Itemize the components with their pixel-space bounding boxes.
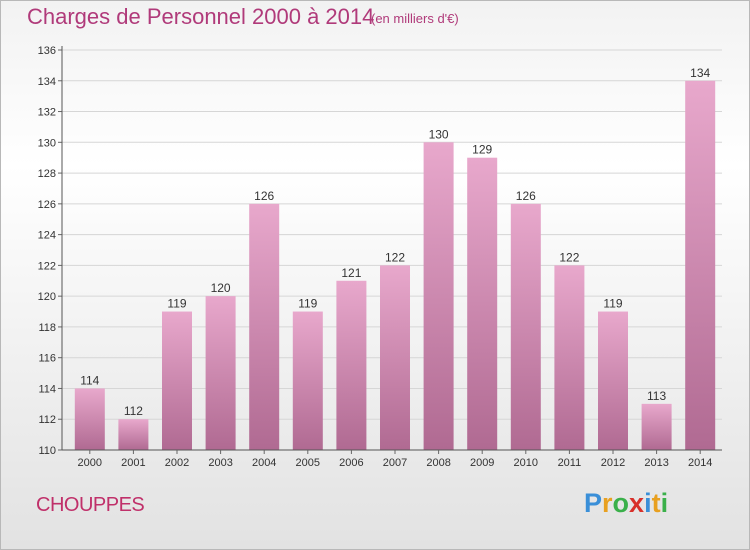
bar-value-label: 122 bbox=[559, 250, 579, 264]
y-tick-label: 112 bbox=[38, 414, 56, 426]
bar-2013 bbox=[641, 403, 672, 450]
x-tick-label: 2014 bbox=[688, 457, 712, 469]
y-tick-label: 120 bbox=[38, 291, 56, 303]
bar-value-label: 119 bbox=[167, 297, 186, 311]
x-tick-label: 2000 bbox=[78, 457, 102, 469]
x-tick-label: 2007 bbox=[383, 457, 407, 469]
y-tick-label: 118 bbox=[38, 322, 56, 334]
bar-2014 bbox=[685, 80, 716, 451]
logo-letter: o bbox=[612, 488, 630, 518]
x-tick-label: 2004 bbox=[252, 457, 276, 469]
logo-letter: r bbox=[602, 488, 613, 518]
x-tick-label: 2006 bbox=[339, 457, 363, 469]
logo-letter: x bbox=[629, 488, 645, 518]
bar-2002 bbox=[162, 311, 192, 450]
x-tick-label: 2010 bbox=[514, 457, 538, 469]
bar-2011 bbox=[554, 265, 585, 450]
bar-2004 bbox=[249, 203, 280, 450]
x-tick-label: 2001 bbox=[121, 457, 145, 469]
bar-value-label: 126 bbox=[254, 189, 274, 203]
y-tick-label: 110 bbox=[38, 445, 56, 457]
logo-letter: i bbox=[660, 488, 669, 518]
bar-2001 bbox=[118, 419, 149, 450]
proxiti-logo: Proxiti bbox=[584, 488, 668, 519]
bar-2008 bbox=[423, 142, 454, 451]
bar-2007 bbox=[380, 265, 410, 450]
bar-value-label: 122 bbox=[385, 250, 405, 264]
y-tick-label: 134 bbox=[38, 76, 56, 88]
x-tick-label: 2012 bbox=[601, 457, 625, 469]
y-tick-label: 122 bbox=[38, 260, 56, 272]
x-tick-label: 2008 bbox=[426, 457, 450, 469]
x-tick-label: 2011 bbox=[558, 457, 582, 469]
bar-2010 bbox=[510, 203, 541, 450]
bar-value-label: 119 bbox=[298, 297, 317, 311]
x-tick-label: 2002 bbox=[165, 457, 189, 469]
y-tick-label: 128 bbox=[38, 168, 56, 180]
bar-value-label: 114 bbox=[80, 373, 99, 387]
y-tick-label: 132 bbox=[38, 107, 56, 119]
bar-2012 bbox=[598, 311, 628, 450]
logo-letter: i bbox=[644, 488, 652, 518]
bar-value-label: 120 bbox=[211, 281, 231, 295]
y-tick-label: 114 bbox=[38, 383, 56, 395]
bar-value-label: 112 bbox=[124, 404, 143, 418]
y-tick-label: 124 bbox=[38, 230, 56, 242]
x-tick-label: 2013 bbox=[644, 457, 668, 469]
commune-name: CHOUPPES bbox=[36, 494, 145, 516]
chart-title: Charges de Personnel 2000 à 2014 bbox=[27, 4, 375, 29]
bar-value-label: 134 bbox=[690, 66, 710, 80]
bar-2005 bbox=[292, 311, 323, 450]
y-tick-label: 126 bbox=[38, 199, 56, 211]
logo-letter: t bbox=[651, 488, 661, 518]
bar-value-label: 119 bbox=[603, 297, 622, 311]
y-tick-label: 116 bbox=[38, 353, 56, 365]
bar-value-label: 121 bbox=[341, 266, 361, 280]
x-tick-label: 2003 bbox=[208, 457, 232, 469]
y-tick-label: 136 bbox=[38, 45, 56, 57]
bar-value-label: 126 bbox=[516, 189, 536, 203]
logo-letter: P bbox=[584, 488, 603, 518]
bar-value-label: 129 bbox=[472, 143, 492, 157]
bar-value-label: 113 bbox=[647, 389, 666, 403]
chart-subtitle: (en milliers d'€) bbox=[371, 11, 459, 26]
bar-2009 bbox=[467, 157, 498, 450]
bar-2000 bbox=[74, 388, 105, 450]
x-tick-label: 2005 bbox=[296, 457, 320, 469]
bar-value-label: 130 bbox=[429, 127, 449, 141]
bar-2003 bbox=[205, 296, 236, 450]
bar-2006 bbox=[336, 280, 367, 450]
y-tick-label: 130 bbox=[38, 137, 56, 149]
x-tick-label: 2009 bbox=[470, 457, 494, 469]
